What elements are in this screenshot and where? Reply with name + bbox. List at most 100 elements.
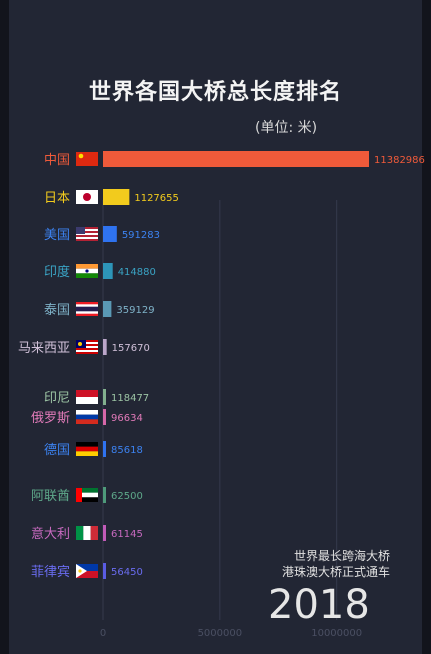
bar	[103, 339, 107, 355]
flag-stripe	[76, 348, 98, 350]
value-label: 96634	[111, 413, 143, 424]
flag-wheel	[85, 269, 89, 273]
unit-label: (单位: 米)	[255, 120, 318, 136]
category-label: 阿联酋	[31, 488, 70, 504]
flag-stripe	[76, 346, 98, 348]
chart-title: 世界各国大桥总长度排名	[88, 80, 342, 105]
bar	[103, 441, 106, 457]
category-label: 菲律宾	[31, 564, 70, 580]
bar	[103, 226, 117, 242]
annotation-line-1: 世界最长跨海大桥	[293, 549, 390, 563]
value-label: 56450	[111, 567, 143, 578]
flag-stripe	[76, 451, 98, 456]
value-label: 414880	[118, 267, 156, 278]
value-label: 11382986	[374, 155, 425, 166]
value-label: 591283	[122, 230, 160, 241]
flag-stripe	[76, 273, 98, 278]
flag-stripe	[76, 352, 98, 354]
x-tick-label: 5000000	[198, 628, 243, 639]
flag-stripe	[76, 306, 98, 312]
bar	[103, 301, 112, 317]
japan-flag-icon	[76, 190, 98, 204]
bar	[103, 487, 106, 503]
flag-stripe	[76, 340, 98, 342]
flag-crescent	[78, 342, 82, 346]
india-flag-icon	[76, 264, 98, 278]
indonesia-flag-icon	[76, 390, 98, 404]
bar	[103, 263, 113, 279]
left-frame-bar	[0, 0, 9, 654]
uae-flag-icon	[76, 488, 98, 502]
flag-stripe	[76, 350, 98, 352]
flag-stripe	[76, 344, 98, 346]
flag-stripe	[76, 497, 98, 502]
bar-row: 日本 1127655	[44, 189, 179, 206]
bar	[103, 189, 130, 205]
flag-stripe	[76, 442, 98, 447]
flag-stripe	[76, 571, 98, 578]
bar-row: 阿联酋 62500	[31, 487, 143, 504]
bar-row: 意大利 61145	[31, 525, 143, 542]
germany-flag-icon	[76, 442, 98, 456]
annotation-line-2: 港珠澳大桥正式通车	[281, 565, 390, 579]
flag-stripe	[76, 526, 84, 540]
bar	[103, 525, 106, 541]
flag-stripe	[76, 342, 98, 344]
flag-stripe	[76, 239, 98, 241]
flag-hoist	[76, 488, 82, 502]
category-label: 中国	[44, 153, 70, 168]
flag-stripe	[83, 526, 91, 540]
bar-row: 印尼 118477	[44, 389, 149, 406]
flag-stripe	[90, 526, 98, 540]
x-tick-label: 10000000	[311, 628, 362, 639]
italy-flag-icon	[76, 526, 98, 540]
russia-flag-icon	[76, 410, 98, 424]
flag-stripe	[76, 235, 98, 237]
thailand-flag-icon	[76, 302, 98, 316]
category-label: 俄罗斯	[31, 411, 70, 426]
bar-row: 美国 591283	[44, 226, 160, 243]
flag-stripe	[76, 492, 98, 498]
bar-row: 德国 85618	[44, 441, 143, 458]
x-tick-label: 0	[100, 628, 106, 639]
china-flag-icon	[76, 152, 98, 166]
bar	[103, 151, 369, 167]
philippines-flag-icon	[76, 564, 98, 578]
category-label: 美国	[44, 228, 70, 243]
flag-stripe	[76, 264, 98, 269]
flag-stripe	[76, 410, 98, 415]
bar	[103, 389, 106, 405]
value-label: 157670	[112, 343, 150, 354]
bar	[103, 409, 106, 425]
flag-stripe	[76, 397, 98, 404]
flag-stripe	[76, 414, 98, 420]
category-label: 德国	[44, 443, 70, 458]
value-label: 85618	[111, 445, 143, 456]
category-label: 日本	[44, 191, 70, 206]
value-label: 61145	[111, 529, 143, 540]
value-label: 118477	[111, 393, 149, 404]
bar-row: 俄罗斯 96634	[31, 409, 143, 426]
malaysia-flag-icon	[76, 340, 98, 354]
flag-disc	[83, 193, 91, 201]
value-label: 1127655	[134, 193, 179, 204]
flag-stripe	[76, 390, 98, 397]
flag-stripe	[76, 237, 98, 239]
flag-field	[76, 152, 98, 166]
bar-row: 中国 11382986	[44, 151, 425, 168]
bar-row: 泰国 359129	[44, 301, 155, 318]
category-label: 泰国	[44, 303, 70, 318]
flag-canton	[76, 227, 85, 234]
right-frame-bar	[422, 0, 431, 654]
bar-row: 印度 414880	[44, 263, 156, 280]
category-label: 印度	[44, 264, 70, 280]
flag-stripe	[76, 227, 98, 229]
flag-stripe	[76, 419, 98, 424]
flag-stripe	[76, 488, 98, 493]
bar-row: 马来西亚 157670	[18, 339, 150, 356]
year-label: 2018	[268, 582, 370, 628]
category-label: 印尼	[44, 391, 70, 406]
category-label: 意大利	[31, 526, 70, 542]
